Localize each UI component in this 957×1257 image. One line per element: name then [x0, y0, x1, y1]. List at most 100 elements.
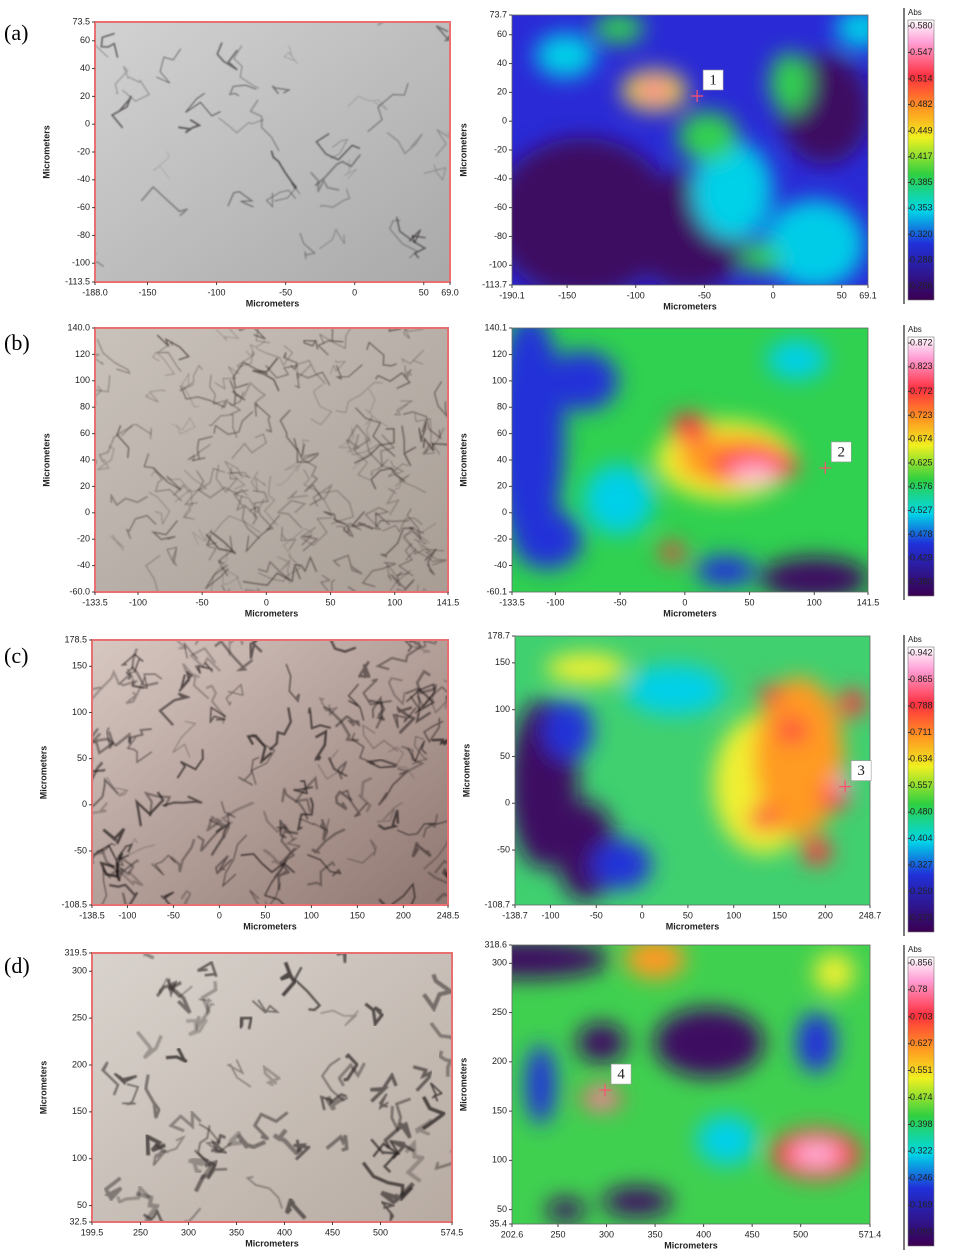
colorbar-tick-label: 0.398: [910, 1119, 933, 1129]
x-tick-label: 50: [419, 287, 429, 297]
y-tick-label: 50: [497, 1204, 507, 1214]
x-tick-label: 150: [772, 910, 787, 920]
marker-label: 4: [617, 1067, 625, 1083]
x-tick-label: -133.5: [499, 597, 525, 607]
y-tick-label: 50: [500, 751, 510, 761]
y-tick-label: 0: [85, 119, 90, 129]
heatmap-region: [584, 465, 654, 535]
colorbar-tick-label: 0.576: [910, 481, 933, 491]
heatmap-region: [526, 1045, 556, 1125]
y-axis-title: Micrometers: [461, 744, 471, 798]
x-tick-label: -100: [627, 290, 645, 300]
x-tick-label: 0: [771, 290, 776, 300]
heatmap-region: [645, 85, 663, 97]
colorbar-tick-label: 0.250: [910, 886, 933, 896]
y-tick-label: 150: [492, 1105, 507, 1115]
y-tick-label: -50: [497, 844, 510, 854]
y-axis-title: Micrometers: [458, 1058, 468, 1112]
y-tick-label: 0: [85, 507, 90, 517]
y-tick-label: 20: [497, 87, 507, 97]
y-tick-label: 40: [497, 454, 507, 464]
colorbar-tick-label: 0.256: [910, 280, 933, 290]
heatmap-region: [548, 351, 618, 411]
x-tick-label: -50: [279, 287, 292, 297]
x-tick-label: -150: [138, 287, 156, 297]
x-tick-label: 0: [217, 910, 222, 920]
marker-label: 1: [709, 72, 717, 88]
x-tick-label: 574.5: [441, 1227, 464, 1237]
x-tick-label: 69.0: [441, 287, 459, 297]
x-tick-label: 100: [807, 597, 822, 607]
heatmap-region: [836, 9, 886, 49]
x-tick-label: 248.7: [859, 910, 882, 920]
heatmap-region: [592, 1092, 612, 1104]
colorbar-tick-label: 0.322: [910, 1146, 933, 1156]
x-tick-label: 250: [133, 1227, 148, 1237]
y-tick-label: 73.7: [489, 9, 507, 19]
x-axis-title: Micrometers: [663, 608, 717, 618]
y-tick-label: 60: [497, 29, 507, 39]
x-tick-label: 200: [818, 910, 833, 920]
y-tick-label: -40: [494, 173, 507, 183]
colorbar-tick-label: 0.703: [910, 1011, 933, 1021]
colorbar-tick-label: 0.288: [910, 255, 933, 265]
x-tick-label: -100: [118, 910, 136, 920]
heatmap-region: [697, 1115, 757, 1165]
x-tick-label: 250: [550, 1229, 565, 1239]
colorbar-tick-label: 0.093: [910, 1226, 933, 1236]
x-tick-label: -50: [167, 910, 180, 920]
x-tick-label: 50: [260, 910, 270, 920]
y-tick-label: 100: [492, 1155, 507, 1165]
y-tick-label: -60.0: [69, 586, 90, 596]
y-tick-label: 178.5: [64, 634, 87, 644]
y-tick-label: -60.1: [486, 586, 507, 596]
x-tick-label: 450: [745, 1229, 760, 1239]
heatmap-region: [749, 807, 779, 831]
x-tick-label: 199.5: [81, 1227, 104, 1237]
y-axis-title: Micrometers: [38, 1061, 48, 1115]
x-tick-label: -50: [196, 597, 209, 607]
micrograph: [68, 4, 454, 282]
colorbar-tick-label: 0.547: [910, 47, 933, 57]
y-tick-label: 178.7: [487, 630, 510, 640]
x-tick-label: 69.1: [859, 290, 877, 300]
heatmap-region: [592, 840, 652, 890]
x-tick-label: -100: [208, 287, 226, 297]
colorbar-tick-label: 0.449: [910, 125, 933, 135]
y-tick-label: 60: [497, 428, 507, 438]
colorbar-title: Abs: [908, 635, 922, 644]
y-tick-label: -108.7: [484, 899, 510, 909]
heatmap-region: [814, 953, 854, 993]
colorbar-tick-label: 0.711: [910, 727, 932, 737]
x-tick-label: 450: [325, 1227, 340, 1237]
colorbar-tick-label: 0.772: [910, 386, 933, 396]
x-tick-label: 400: [696, 1229, 711, 1239]
x-tick-label: 50: [326, 597, 336, 607]
y-tick-label: -100: [489, 260, 507, 270]
x-tick-label: -188.0: [82, 287, 108, 297]
x-tick-label: -190.1: [499, 290, 525, 300]
x-tick-label: 400: [277, 1227, 292, 1237]
y-tick-label: 100: [72, 1153, 87, 1163]
heatmap-region: [759, 685, 783, 705]
colorbar-tick-label: 0.865: [910, 674, 933, 684]
y-tick-label: 200: [72, 1059, 87, 1069]
x-tick-label: 100: [387, 597, 402, 607]
heatmap: [493, 9, 886, 298]
y-tick-label: -20: [77, 146, 90, 156]
tissue-edge: [218, 600, 242, 644]
tissue-edge: [444, 680, 481, 710]
y-tick-label: -40: [77, 174, 90, 184]
panel-label: (a): [4, 20, 28, 45]
colorbar-tick-label: 0.527: [910, 505, 933, 515]
heatmap-region: [796, 1013, 836, 1073]
colorbar-tick-label: 0.482: [910, 99, 933, 109]
x-tick-label: 248.5: [437, 910, 460, 920]
colorbar-tick-label: 0.173: [910, 912, 933, 922]
colorbar-tick-label: 0.404: [910, 833, 933, 843]
x-tick-label: 350: [648, 1229, 663, 1239]
y-tick-label: -113.5: [65, 276, 90, 286]
y-tick-label: -40: [77, 560, 90, 570]
x-tick-label: -138.5: [79, 910, 105, 920]
y-tick-label: 35.4: [489, 1218, 507, 1228]
